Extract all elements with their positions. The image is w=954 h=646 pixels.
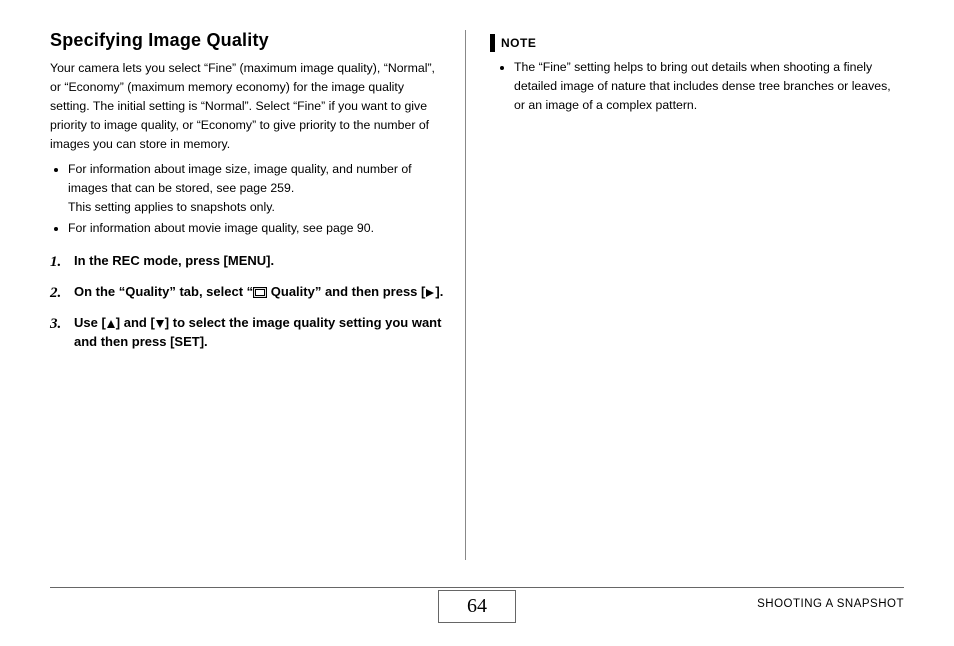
note-header: NOTE xyxy=(490,34,904,52)
right-triangle-icon xyxy=(425,288,435,298)
footer-rule xyxy=(50,587,904,588)
page-footer: 64 SHOOTING A SNAPSHOT xyxy=(50,596,904,628)
chapter-label: SHOOTING A SNAPSHOT xyxy=(757,598,904,610)
note-label: NOTE xyxy=(501,36,536,50)
step-item: In the REC mode, press [MENU]. xyxy=(50,252,445,271)
note-item: The “Fine” setting helps to bring out de… xyxy=(514,58,904,115)
step-item: Use [] and [] to select the image qualit… xyxy=(50,314,445,352)
snapshot-rect-icon xyxy=(253,287,267,298)
section-heading: Specifying Image Quality xyxy=(50,30,445,51)
note-list: The “Fine” setting helps to bring out de… xyxy=(496,58,904,115)
intro-paragraph: Your camera lets you select “Fine” (maxi… xyxy=(50,59,445,154)
bullet-item: For information about movie image qualit… xyxy=(68,219,445,238)
step-text: Use [ xyxy=(74,315,106,330)
page-number: 64 xyxy=(467,595,487,617)
down-triangle-icon xyxy=(155,319,165,329)
step-text: ] and [ xyxy=(116,315,155,330)
page-number-box: 64 xyxy=(438,590,516,623)
note-bar-icon xyxy=(490,34,495,52)
up-triangle-icon xyxy=(106,319,116,329)
right-column: NOTE The “Fine” setting helps to bring o… xyxy=(466,30,904,560)
step-text: ]. xyxy=(435,284,443,299)
step-text: Quality” and then press [ xyxy=(267,284,425,299)
step-item: On the “Quality” tab, select “ Quality” … xyxy=(50,283,445,302)
bullet-subtext: This setting applies to snapshots only. xyxy=(68,198,445,217)
left-column: Specifying Image Quality Your camera let… xyxy=(50,30,465,560)
info-bullet-list: For information about image size, image … xyxy=(50,160,445,238)
step-text: On the “Quality” tab, select “ xyxy=(74,284,253,299)
steps-list: In the REC mode, press [MENU]. On the “Q… xyxy=(50,252,445,351)
bullet-text: For information about image size, image … xyxy=(68,162,412,195)
bullet-item: For information about image size, image … xyxy=(68,160,445,217)
